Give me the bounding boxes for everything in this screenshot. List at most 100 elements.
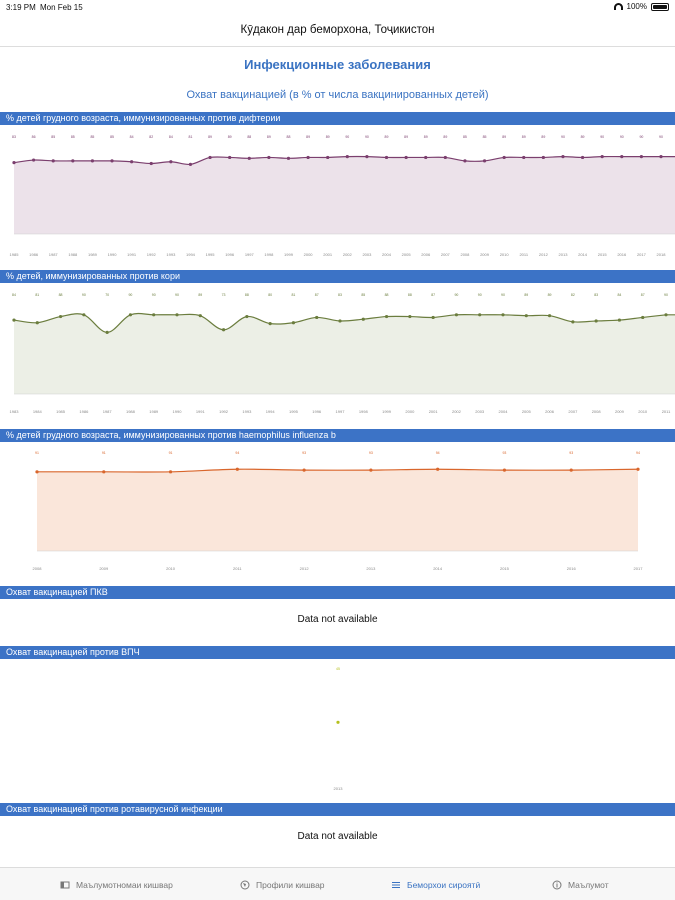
data-label: 85 [361, 293, 365, 297]
x-tick-label: 1987 [49, 252, 59, 257]
data-point [268, 322, 272, 326]
chart-measles: 84 1983 81 1984 88 1985 90 1986 70 1987 90 1988 90 19… [10, 293, 675, 414]
data-label: 83 [338, 293, 342, 297]
x-tick-label: 1994 [266, 409, 276, 414]
x-tick-label: 2001 [429, 409, 439, 414]
x-tick-label: 1985 [56, 409, 66, 414]
x-tick-label: 2000 [304, 252, 314, 257]
data-label: 90 [82, 293, 86, 297]
data-label: 94 [636, 451, 640, 455]
x-tick-label: 2018 [657, 252, 667, 257]
data-point [617, 318, 622, 322]
x-tick-label: 2014 [578, 252, 588, 257]
data-label: 89 [404, 135, 408, 139]
x-tick-label: 2011 [662, 409, 671, 414]
tab-bar: Маълумотномаи кишвар Профили кишвар Бемо… [0, 867, 675, 900]
data-point [286, 156, 291, 160]
x-tick-label: 2002 [452, 409, 462, 414]
tab-label: Профили кишвар [256, 879, 325, 890]
data-label: 45 [336, 667, 340, 671]
data-point [247, 156, 251, 160]
data-point [245, 314, 249, 319]
data-point [188, 162, 193, 166]
x-tick-label: 2005 [522, 409, 532, 414]
data-label: 90 [600, 135, 604, 139]
data-point [641, 315, 645, 320]
data-point [502, 155, 506, 160]
data-point [35, 470, 39, 474]
x-tick-label: 1988 [126, 409, 136, 414]
data-label: 89 [522, 135, 526, 139]
tab-country-profile[interactable]: Профили кишвар [240, 868, 325, 900]
data-label: 94 [235, 451, 239, 455]
section-header-hib[interactable]: % детей грудного возраста, иммунизирован… [0, 429, 675, 442]
x-tick-label: 1987 [103, 409, 113, 414]
nav-bar: Кӯдакон дар беморхона, Тоҷикистон [0, 14, 675, 47]
data-label: 83 [594, 293, 598, 297]
x-tick-label: 2007 [568, 409, 578, 414]
data-point [35, 321, 39, 325]
data-label: 90 [561, 135, 565, 139]
data-point [482, 159, 487, 163]
data-point [12, 161, 16, 165]
x-tick-label: 2010 [166, 566, 176, 571]
x-tick-label: 1996 [225, 252, 235, 257]
data-point [306, 155, 310, 160]
data-point [365, 155, 369, 159]
data-point [522, 155, 526, 160]
data-label: 86 [32, 135, 36, 139]
chart-area [37, 469, 638, 551]
x-tick-label: 2013 [334, 786, 344, 791]
data-point [128, 313, 133, 317]
status-date: Mon Feb 15 [40, 3, 83, 12]
data-label: 81 [35, 293, 39, 297]
data-point [659, 155, 663, 159]
data-label: 89 [548, 293, 552, 297]
data-point [384, 314, 389, 319]
section-header-hpv[interactable]: Охват вакцинацией против ВПЧ [0, 646, 675, 659]
x-tick-label: 1998 [359, 409, 369, 414]
data-label: 90 [478, 293, 482, 297]
x-tick-label: 1997 [245, 252, 255, 257]
tab-infectious-diseases[interactable]: Беморхои сироятӣ [391, 868, 480, 900]
x-tick-label: 2017 [634, 566, 644, 571]
x-tick-label: 1994 [186, 252, 196, 257]
section-header-rotavirus[interactable]: Охват вакцинацией против ротавирусной ин… [0, 803, 675, 816]
data-label: 85 [483, 135, 487, 139]
x-tick-label: 2003 [475, 409, 485, 414]
data-point [326, 155, 330, 160]
section-header-diphtheria[interactable]: % детей грудного возраста, иммунизирован… [0, 112, 675, 125]
x-tick-label: 2001 [323, 252, 333, 257]
data-point [169, 160, 173, 164]
section-header-measles[interactable]: % детей, иммунизированных против кори [0, 270, 675, 283]
data-point [58, 314, 63, 319]
tab-label: Беморхои сироятӣ [407, 879, 481, 890]
chart-diphtheria: 83 1985 86 1986 85 1987 85 1988 85 1989 85 1990 84 19… [10, 135, 675, 257]
data-point [384, 155, 389, 160]
data-label: 89 [385, 135, 389, 139]
data-point [267, 155, 271, 160]
data-label: 85 [110, 135, 114, 139]
tab-country-reference[interactable]: Маълумотномаи кишвар [60, 868, 173, 900]
info-icon [552, 880, 562, 889]
data-label: 88 [245, 293, 249, 297]
data-point [228, 155, 232, 160]
section-header-pcv[interactable]: Охват вакцинацией ПКВ [0, 586, 675, 599]
tab-info[interactable]: Маълумот [552, 868, 609, 900]
data-point [208, 155, 212, 160]
data-label: 84 [617, 293, 621, 297]
x-tick-label: 2002 [343, 252, 353, 257]
wifi-icon [613, 3, 623, 10]
data-point [443, 155, 447, 160]
status-bar: 3:19 PM Mon Feb 15 100% [0, 0, 675, 14]
x-tick-label: 1993 [166, 252, 176, 257]
series-line [37, 468, 639, 473]
tab-label: Маълумот [568, 879, 609, 890]
x-tick-label: 1984 [33, 409, 43, 414]
x-tick-label: 1990 [173, 409, 183, 414]
data-label: 91 [102, 451, 106, 455]
x-tick-label: 2017 [637, 252, 647, 257]
x-tick-label: 1999 [284, 252, 294, 257]
page-title: Инфекционные заболевания [244, 57, 431, 72]
x-tick-label: 2013 [366, 566, 376, 571]
